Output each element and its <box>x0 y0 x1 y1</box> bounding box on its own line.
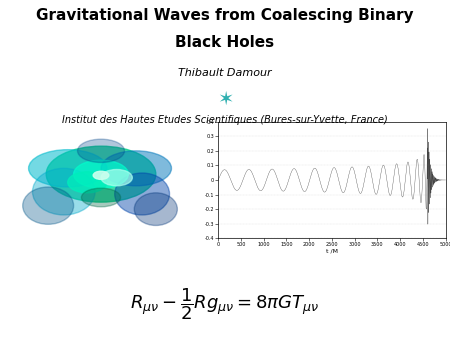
Ellipse shape <box>28 150 107 187</box>
Ellipse shape <box>101 151 171 186</box>
Ellipse shape <box>77 139 125 163</box>
Text: Black Holes: Black Holes <box>176 35 274 50</box>
Ellipse shape <box>68 172 107 193</box>
Ellipse shape <box>134 193 177 225</box>
Ellipse shape <box>81 188 121 207</box>
Ellipse shape <box>93 171 109 179</box>
Text: Gravitational Waves from Coalescing Binary: Gravitational Waves from Coalescing Bina… <box>36 8 414 23</box>
Ellipse shape <box>101 169 132 186</box>
Ellipse shape <box>46 146 156 202</box>
Ellipse shape <box>115 173 170 215</box>
Ellipse shape <box>32 168 95 215</box>
Ellipse shape <box>22 187 74 224</box>
Text: $R_{\mu\nu} - \dfrac{1}{2}Rg_{\mu\nu} = 8\pi GT_{\mu\nu}$: $R_{\mu\nu} - \dfrac{1}{2}Rg_{\mu\nu} = … <box>130 286 320 322</box>
X-axis label: t /M: t /M <box>326 249 338 254</box>
Text: Institut des Hautes Etudes Scientifiques (Bures-sur-Yvette, France): Institut des Hautes Etudes Scientifiques… <box>62 115 388 125</box>
Ellipse shape <box>74 160 128 188</box>
Text: ✶: ✶ <box>217 90 233 108</box>
Text: Thibault Damour: Thibault Damour <box>178 68 272 78</box>
Text: Image: AEI: Image: AEI <box>17 228 51 234</box>
